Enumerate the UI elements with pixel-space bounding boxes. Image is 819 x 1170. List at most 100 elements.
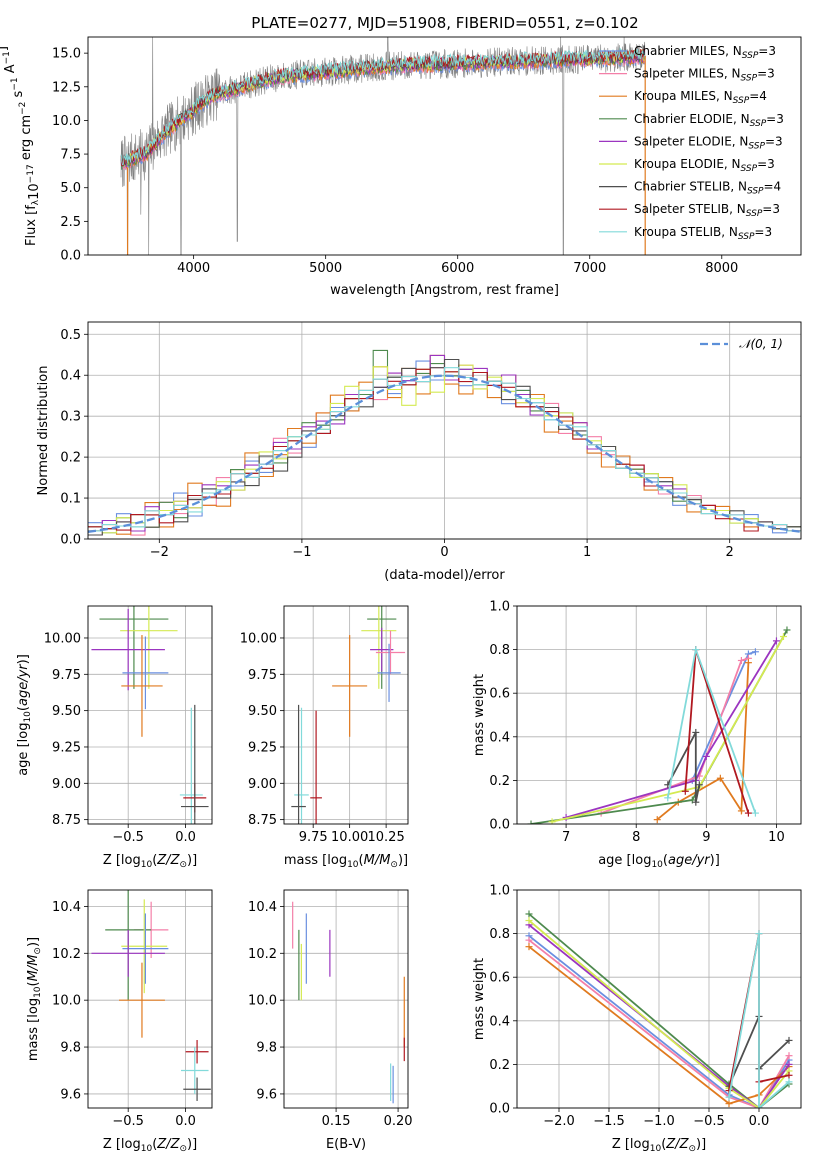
ticks: −0.5 0.0 8.75 9.00 9.25 9.50 9.75 10.00 bbox=[44, 631, 196, 845]
weight-marker bbox=[681, 787, 689, 795]
x-tick-label: 9.75 bbox=[299, 830, 328, 845]
y-tick-label: 0.6 bbox=[489, 971, 510, 986]
y-tick-label: 9.75 bbox=[248, 668, 277, 683]
error-bar-point bbox=[375, 630, 406, 675]
legend-entry: Salpeter STELIB, NSSP=3 bbox=[634, 202, 780, 219]
plot-area bbox=[91, 606, 209, 824]
weight-marker bbox=[785, 1036, 793, 1044]
plot-area bbox=[525, 910, 793, 1108]
y-tick-label: 0.2 bbox=[489, 1058, 510, 1073]
weight-marker bbox=[692, 728, 700, 736]
weight-marker bbox=[716, 774, 724, 782]
y-tick-label: 10.0 bbox=[52, 114, 81, 129]
error-bar-point bbox=[122, 913, 169, 984]
x-axis-label-part: 10 bbox=[141, 1144, 153, 1154]
x-axis-label-part: Z [log bbox=[103, 853, 141, 868]
weight-marker bbox=[751, 648, 759, 656]
weight-marker bbox=[744, 809, 752, 817]
y-axis-label: Normed distribution bbox=[36, 366, 51, 496]
legend-sub: SSP bbox=[742, 51, 759, 61]
x-axis-label-part: ⊙ bbox=[179, 1144, 187, 1154]
error-bar-point bbox=[91, 608, 165, 691]
y-axis-label-part: 10 bbox=[33, 986, 43, 998]
legend-sub: SSP bbox=[741, 164, 758, 174]
x-axis-label-part: Z/Z bbox=[156, 1137, 180, 1152]
legend-entry: Salpeter ELODIE, NSSP=3 bbox=[634, 134, 783, 151]
plot-area bbox=[88, 349, 801, 536]
legend-sub: SSP bbox=[738, 232, 755, 242]
x-axis-label: Z [log10(Z/Z⊙)] bbox=[103, 853, 197, 870]
axes-frame bbox=[87, 605, 213, 825]
legend-entry: Kroupa STELIB, NSSP=3 bbox=[634, 225, 772, 242]
legend-label: Kroupa MILES, N bbox=[634, 89, 733, 103]
y-axis-label-part: )] bbox=[26, 937, 41, 947]
x-tick-label: 0 bbox=[440, 545, 448, 560]
x-tick-label: 6000 bbox=[441, 261, 474, 276]
x-axis-label-part: )] bbox=[187, 853, 197, 868]
weight-marker bbox=[692, 798, 700, 806]
error-bar-point bbox=[120, 606, 178, 689]
legend-label: Kroupa ELODIE, N bbox=[634, 157, 741, 171]
x-tick-label: 0.0 bbox=[749, 1114, 770, 1129]
weight-marker bbox=[525, 936, 533, 944]
y-axis-label-part: erg cm bbox=[19, 115, 34, 164]
figure-panels: 4000 5000 6000 7000 80000.02.55.07.510.012.5… bbox=[0, 36, 802, 1154]
x-tick-label: 8 bbox=[632, 830, 640, 845]
error-bar-point bbox=[185, 1040, 209, 1064]
error-bar-point bbox=[183, 1077, 211, 1101]
weight-marker bbox=[785, 1078, 793, 1086]
axes-frame bbox=[516, 889, 802, 1109]
weight-marker bbox=[751, 809, 759, 817]
y-axis-label-part: ( bbox=[26, 981, 41, 986]
ticks: −2 −1 0 1 2 0.0 0.1 0.2 0.3 0.4 0.5 bbox=[60, 328, 734, 560]
error-bar-point bbox=[119, 962, 165, 1038]
grid bbox=[284, 606, 408, 824]
x-tick-label: −2 bbox=[150, 545, 169, 560]
weight-marker bbox=[548, 818, 556, 824]
y-axis-label-part: M/M bbox=[26, 955, 41, 982]
y-tick-label: 0.0 bbox=[60, 533, 81, 548]
y-axis-label-part: )] bbox=[16, 654, 31, 664]
x-tick-label: −1 bbox=[292, 545, 311, 560]
legend-suffix: =3 bbox=[757, 157, 775, 171]
x-axis-label: Z [log10(Z/Z⊙)] bbox=[103, 1137, 197, 1154]
y-tick-label: 9.50 bbox=[248, 704, 277, 719]
y-tick-label: 10.00 bbox=[240, 631, 277, 646]
x-axis-label-part: ( bbox=[663, 853, 668, 868]
y-tick-label: 0.8 bbox=[489, 643, 510, 658]
y-tick-label: 15.0 bbox=[52, 47, 81, 62]
weight-marker bbox=[525, 943, 533, 951]
y-axis-label-part: ⊙ bbox=[33, 947, 43, 955]
legend-suffix: =3 bbox=[754, 225, 772, 239]
error-bar-point bbox=[91, 929, 165, 977]
error-bar-point bbox=[291, 704, 306, 824]
plot-area bbox=[120, 37, 646, 255]
x-tick-label: 0.15 bbox=[322, 1114, 351, 1129]
y-axis-label-part: age/yr bbox=[16, 663, 31, 706]
x-tick-label: −0.5 bbox=[112, 830, 144, 845]
weight-series bbox=[528, 935, 790, 1108]
x-axis-label-part: )] bbox=[696, 1137, 706, 1152]
y-axis-label-part: −1 bbox=[2, 51, 12, 64]
legend-sub: SSP bbox=[750, 119, 767, 129]
ticks: 7 8 9 10 0.0 0.2 0.4 0.6 0.8 1.0 bbox=[489, 600, 784, 846]
y-tick-label: 0.5 bbox=[60, 328, 81, 343]
ticks: −2.0 −1.5 −1.0 −0.5 0.0 0.0 0.2 0.4 0.6 0.8 1.0 bbox=[489, 884, 769, 1130]
weight-marker bbox=[783, 626, 791, 634]
y-tick-label: 1.0 bbox=[489, 600, 510, 615]
y-tick-label: 0.2 bbox=[60, 451, 81, 466]
weight-marker bbox=[755, 1104, 763, 1108]
legend-label: Chabrier STELIB, N bbox=[634, 180, 747, 194]
x-tick-label: −1.0 bbox=[643, 1114, 675, 1129]
y-axis-label-part: ( bbox=[16, 706, 31, 711]
y-tick-label: 0.4 bbox=[489, 730, 510, 745]
x-axis-label-part: Z/Z bbox=[665, 1137, 689, 1152]
error-bar-point bbox=[122, 636, 169, 710]
panel-residual_hist: −2 −1 0 1 2 0.0 0.1 0.2 0.3 0.4 0.5 (data-model)/er… bbox=[36, 321, 802, 583]
x-axis-label-part: Z [log bbox=[103, 1137, 141, 1152]
legend-label: Chabrier MILES, N bbox=[634, 44, 742, 58]
weight-marker bbox=[688, 796, 696, 804]
